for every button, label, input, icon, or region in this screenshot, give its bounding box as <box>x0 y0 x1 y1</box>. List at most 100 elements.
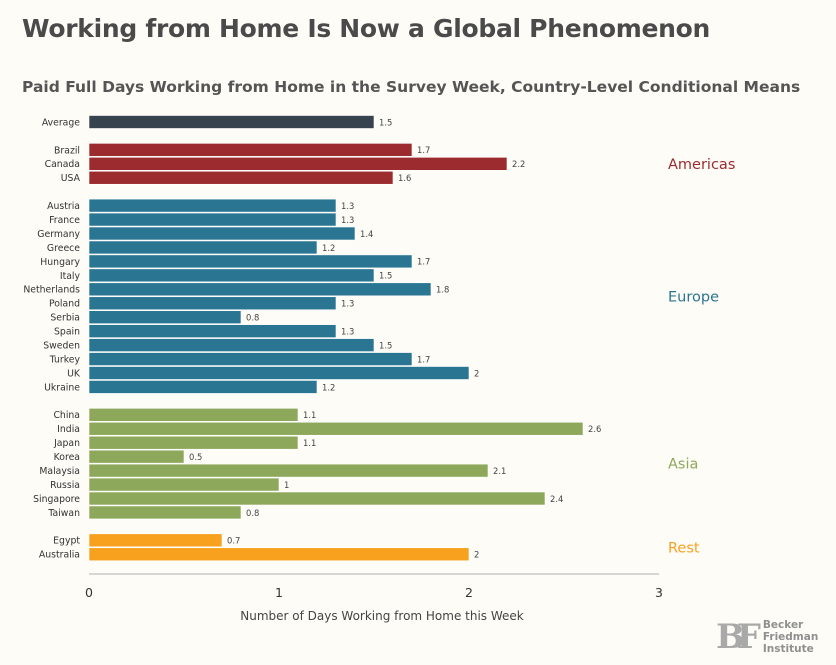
category-label-hungary: Hungary <box>40 257 80 268</box>
bar-serbia <box>88 310 242 325</box>
category-label-korea: Korea <box>54 452 80 463</box>
bar-poland <box>88 296 337 311</box>
value-label-greece: 1.2 <box>322 243 335 253</box>
category-label-china: China <box>53 410 80 421</box>
category-label-taiwan: Taiwan <box>47 508 80 519</box>
value-label-taiwan: 0.8 <box>246 508 259 518</box>
value-label-serbia: 0.8 <box>246 313 259 323</box>
value-label-uk: 2 <box>474 368 479 378</box>
becker-friedman-logo: BF Becker Friedman Institute <box>716 617 818 657</box>
value-label-japan: 1.1 <box>303 438 316 448</box>
bar-taiwan <box>88 505 242 520</box>
group-label-americas: Americas <box>668 157 735 173</box>
value-label-sweden: 1.5 <box>379 340 392 350</box>
group-label-asia: Asia <box>668 457 698 473</box>
value-label-china: 1.1 <box>303 410 316 420</box>
value-label-poland: 1.3 <box>341 299 354 309</box>
category-label-malaysia: Malaysia <box>39 466 80 477</box>
group-label-rest: Rest <box>668 540 700 556</box>
bar-average <box>88 115 375 129</box>
bar-turkey <box>88 352 413 366</box>
bar-china <box>88 407 299 422</box>
bar-netherlands <box>88 282 432 297</box>
x-tick-label-3: 3 <box>655 585 663 600</box>
bar-ukraine <box>88 380 318 394</box>
bar-greece <box>88 240 318 255</box>
category-label-canada: Canada <box>45 159 80 170</box>
value-label-canada: 2.2 <box>512 159 525 169</box>
category-label-singapore: Singapore <box>33 494 80 505</box>
x-tick-label-2: 2 <box>465 585 473 600</box>
category-label-russia: Russia <box>50 480 80 491</box>
category-label-france: France <box>49 215 80 226</box>
category-label-italy: Italy <box>60 271 81 282</box>
category-label-uk: UK <box>67 368 81 379</box>
value-label-brazil: 1.7 <box>417 145 430 155</box>
value-label-turkey: 1.7 <box>417 354 430 364</box>
value-label-australia: 2 <box>474 550 479 560</box>
value-label-egypt: 0.7 <box>227 536 240 546</box>
logo-line-1: Becker <box>762 619 804 631</box>
value-label-spain: 1.3 <box>341 326 354 336</box>
bar-usa <box>88 170 394 185</box>
value-label-russia: 1 <box>284 480 289 490</box>
bar-russia <box>88 477 280 492</box>
logo-line-3: Institute <box>762 643 814 655</box>
category-label-average: Average <box>42 117 80 128</box>
category-label-netherlands: Netherlands <box>23 285 80 296</box>
value-label-italy: 1.5 <box>379 271 392 281</box>
bar-malaysia <box>88 463 489 478</box>
logo-text: Becker Friedman Institute <box>763 619 818 655</box>
bar-japan <box>88 435 299 450</box>
logo-line-2: Friedman <box>762 631 819 643</box>
chart-subtitle: Paid Full Days Working from Home in the … <box>22 78 801 96</box>
category-label-poland: Poland <box>49 299 80 310</box>
chart-title: Working from Home Is Now a Global Phenom… <box>22 14 711 43</box>
bar-sweden <box>88 338 375 352</box>
bar-austria <box>88 198 337 213</box>
bar-brazil <box>88 143 413 157</box>
category-label-greece: Greece <box>47 243 80 254</box>
category-label-usa: USA <box>61 173 81 184</box>
logo-mark-icon: BF <box>716 617 761 657</box>
x-tick-label-1: 1 <box>275 585 283 600</box>
bar-germany <box>88 226 356 241</box>
bar-singapore <box>88 491 546 506</box>
category-label-turkey: Turkey <box>49 354 81 365</box>
value-label-netherlands: 1.8 <box>436 285 449 295</box>
value-label-usa: 1.6 <box>398 173 411 183</box>
category-label-austria: Austria <box>47 201 80 212</box>
x-tick-label-0: 0 <box>85 585 93 600</box>
value-label-india: 2.6 <box>588 424 601 434</box>
bar-india <box>88 421 584 436</box>
value-label-germany: 1.4 <box>360 229 373 239</box>
value-label-austria: 1.3 <box>341 201 354 211</box>
category-label-japan: Japan <box>53 438 80 449</box>
value-label-hungary: 1.7 <box>417 257 430 267</box>
category-label-germany: Germany <box>37 229 80 240</box>
value-label-france: 1.3 <box>341 215 354 225</box>
value-label-korea: 0.5 <box>189 452 202 462</box>
value-label-singapore: 2.4 <box>550 494 563 504</box>
bar-italy <box>88 268 375 283</box>
bar-canada <box>88 157 508 171</box>
bar-hungary <box>88 254 413 269</box>
bar-france <box>88 212 337 227</box>
bar-egypt <box>88 533 223 548</box>
category-label-serbia: Serbia <box>50 313 80 324</box>
category-label-ukraine: Ukraine <box>44 382 80 393</box>
category-label-australia: Australia <box>39 550 80 561</box>
group-label-europe: Europe <box>668 289 719 305</box>
bar-australia <box>88 547 470 562</box>
category-label-brazil: Brazil <box>54 145 80 156</box>
category-label-spain: Spain <box>54 327 80 338</box>
bar-korea <box>88 449 185 464</box>
value-label-average: 1.5 <box>379 117 392 127</box>
category-label-india: India <box>57 424 80 435</box>
bar-uk <box>88 366 470 380</box>
category-label-sweden: Sweden <box>43 341 80 352</box>
bar-spain <box>88 324 337 338</box>
value-label-ukraine: 1.2 <box>322 382 335 392</box>
category-label-egypt: Egypt <box>53 536 80 547</box>
